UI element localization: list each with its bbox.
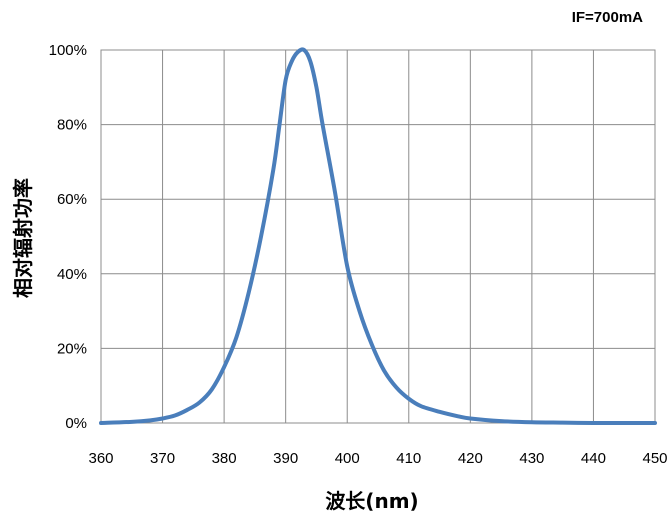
y-tick-label: 20% [57, 340, 87, 357]
annotation-text: IF=700mA [572, 9, 643, 26]
y-tick-label: 100% [49, 42, 87, 59]
spectrum-curve [99, 47, 657, 426]
y-axis-title: 相对辐射功率 [11, 178, 35, 298]
y-tick-labels: 0% 20% 40% 60% 80% 100% [49, 42, 87, 432]
plot-border [100, 49, 656, 424]
x-tick-labels: 360 370 380 390 400 410 420 430 440 450 [88, 450, 667, 467]
y-tick-label: 40% [57, 266, 87, 283]
x-tick-label: 370 [150, 450, 175, 467]
y-tick-label: 60% [57, 191, 87, 208]
x-tick-label: 440 [581, 450, 606, 467]
grid [100, 49, 656, 424]
x-tick-label: 410 [396, 450, 421, 467]
series-layer [99, 47, 657, 426]
plot-area-frame [100, 49, 656, 424]
x-tick-label: 450 [642, 450, 667, 467]
x-tick-label: 400 [335, 450, 360, 467]
x-tick-label: 390 [273, 450, 298, 467]
x-axis-title: 波长(nm) [325, 489, 418, 513]
x-tick-label: 380 [212, 450, 237, 467]
y-tick-label: 0% [65, 415, 87, 432]
x-tick-label: 430 [519, 450, 544, 467]
x-tick-label: 360 [88, 450, 113, 467]
y-tick-label: 80% [57, 117, 87, 134]
x-tick-label: 420 [458, 450, 483, 467]
